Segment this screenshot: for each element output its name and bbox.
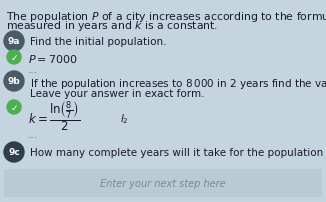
Text: $P = 7000$: $P = 7000$ (28, 53, 78, 65)
Text: Leave your answer in exact form.: Leave your answer in exact form. (30, 88, 204, 99)
Text: ...: ... (28, 65, 38, 75)
Text: ✓: ✓ (10, 53, 18, 62)
Text: measured in years and $k$ is a constant.: measured in years and $k$ is a constant. (6, 19, 218, 33)
Text: The population $P$ of a city increases according to the formula $P = 7\,000e^{kt: The population $P$ of a city increases a… (6, 7, 326, 25)
Text: Find the initial population.: Find the initial population. (30, 37, 167, 47)
Text: How many complete years will it take for the population to at least double?: How many complete years will it take for… (30, 147, 326, 157)
Circle shape (4, 142, 24, 162)
Circle shape (7, 51, 21, 65)
Text: If the population increases to $8\,000$ in $2$ years find the value of $k$.: If the population increases to $8\,000$ … (30, 77, 326, 90)
Text: Enter your next step here: Enter your next step here (100, 178, 226, 188)
Text: ✓: ✓ (10, 103, 18, 112)
Circle shape (7, 101, 21, 115)
Text: 9c: 9c (8, 148, 20, 157)
Text: $\mathit{l}_{\mathit{2}}$: $\mathit{l}_{\mathit{2}}$ (120, 112, 129, 125)
Text: $k = \dfrac{\ln\!\left(\frac{8}{7}\right)}{2}$: $k = \dfrac{\ln\!\left(\frac{8}{7}\right… (28, 99, 81, 132)
Circle shape (4, 72, 24, 92)
Text: ...: ... (28, 129, 38, 139)
Text: 9b: 9b (7, 77, 20, 86)
Circle shape (4, 32, 24, 52)
FancyBboxPatch shape (4, 169, 322, 197)
Text: 9a: 9a (8, 37, 20, 46)
